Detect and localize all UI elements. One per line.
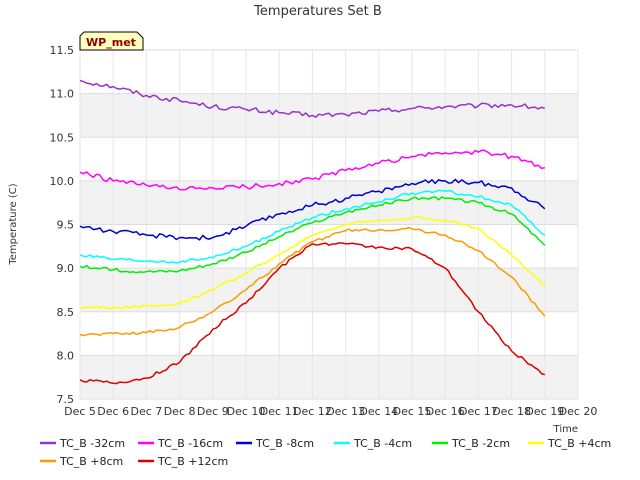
legend-label: TC_B +4cm — [547, 437, 611, 450]
legend-label: TC_B -16cm — [157, 437, 223, 450]
x-axis-label: Time — [553, 424, 578, 435]
y-axis-label: Temperature (C) — [8, 183, 19, 265]
badge-label: WP_met — [86, 36, 136, 49]
y-tick-label: 11.5 — [50, 44, 75, 57]
x-tick-label: Dec 5 — [64, 405, 96, 418]
wp-met-badge: WP_met — [79, 31, 144, 51]
x-tick-label: Dec 11 — [260, 405, 299, 418]
plot-band — [80, 355, 578, 399]
y-tick-label: 9.0 — [57, 262, 75, 275]
y-tick-label: 9.5 — [57, 219, 75, 232]
plot-band — [80, 93, 578, 138]
series-line — [79, 196, 546, 274]
chart-title: Temperatures Set B — [253, 4, 382, 19]
x-tick-label: Dec 18 — [492, 405, 531, 418]
y-tick-label: 8.0 — [57, 349, 75, 362]
series-line — [79, 215, 546, 310]
legend: TC_B -32cm TC_B -16cm TC_B -8cm TC_B -4cm TC… — [40, 437, 611, 468]
x-tick-label: Dec 15 — [393, 405, 432, 418]
y-tick-label: 8.5 — [57, 306, 75, 319]
series-line — [79, 242, 546, 385]
y-tick-label: 7.5 — [57, 393, 75, 406]
x-tick-label: Dec 16 — [426, 405, 465, 418]
y-tick-label: 10.0 — [50, 175, 75, 188]
badge-shape — [79, 31, 144, 51]
series-line — [79, 178, 546, 241]
x-tick-label: Dec 10 — [227, 405, 266, 418]
legend-label: TC_B -4cm — [353, 437, 412, 450]
legend-label: TC_B +12cm — [157, 455, 228, 468]
x-tick-label: Dec 8 — [164, 405, 196, 418]
legend-label: TC_B -2cm — [451, 437, 510, 450]
y-ticks: 7.5 8.0 8.5 9.0 9.5 10.0 10.5 11.0 11.5 — [50, 44, 75, 406]
x-tick-label: Dec 14 — [359, 405, 398, 418]
series-line — [79, 79, 546, 118]
series-lines — [79, 79, 546, 385]
series-line — [79, 226, 546, 337]
x-tick-label: Dec 17 — [459, 405, 498, 418]
y-tick-label: 10.5 — [50, 131, 75, 144]
series-line — [79, 189, 546, 264]
x-tick-label: Dec 20 — [559, 405, 598, 418]
legend-label: TC_B -8cm — [255, 437, 314, 450]
grid-lines — [79, 49, 579, 400]
x-tick-label: Dec 6 — [97, 405, 129, 418]
series-line — [79, 149, 545, 191]
x-tick-label: Dec 7 — [131, 405, 163, 418]
legend-label: TC_B -32cm — [59, 437, 125, 450]
x-tick-label: Dec 12 — [293, 405, 332, 418]
x-tick-label: Dec 13 — [326, 405, 365, 418]
x-tick-label: Dec 9 — [197, 405, 229, 418]
y-tick-label: 11.0 — [50, 88, 75, 101]
x-tick-label: Dec 19 — [525, 405, 564, 418]
legend-label: TC_B +8cm — [59, 455, 123, 468]
